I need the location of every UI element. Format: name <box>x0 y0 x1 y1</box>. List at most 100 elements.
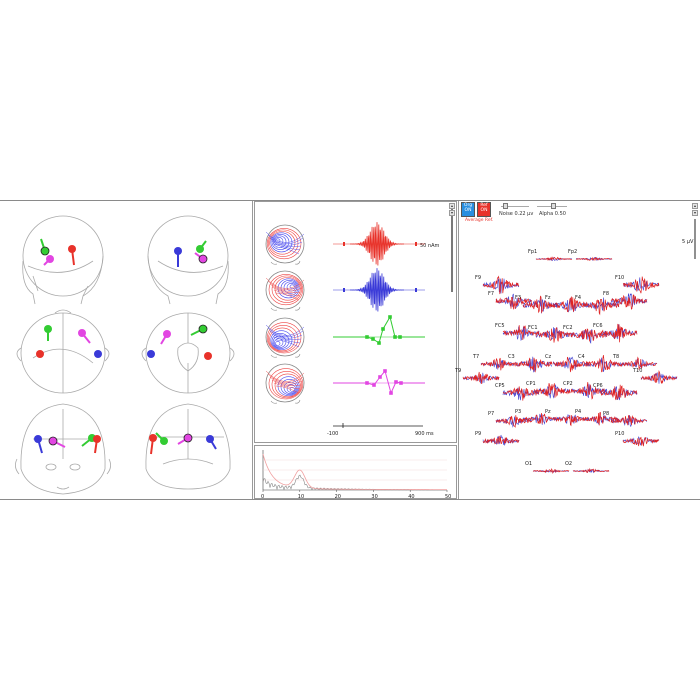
eeg-trace-red[interactable] <box>495 296 533 310</box>
dipole-red[interactable] <box>93 435 101 443</box>
source-waveforms-panel[interactable]: 50 nAm -100 900 ms <box>254 201 457 443</box>
waveform-handle[interactable] <box>398 335 402 339</box>
source-scroll-down-button[interactable]: ▾ <box>449 210 455 216</box>
eeg-trace-red[interactable] <box>522 295 560 314</box>
eeg-trace-blue[interactable] <box>495 293 533 309</box>
eeg-trace-red[interactable] <box>515 357 553 373</box>
eeg-trace-blue[interactable] <box>622 436 660 446</box>
dipole-green[interactable] <box>196 245 204 253</box>
eeg-trace-red[interactable] <box>535 256 573 262</box>
waveform-handle[interactable] <box>365 381 369 385</box>
eeg-trace-red[interactable] <box>620 356 658 371</box>
eeg-trace-blue[interactable] <box>535 326 573 341</box>
source-scroll-up-button[interactable]: ▴ <box>449 203 455 209</box>
eeg-trace-red[interactable] <box>582 299 620 316</box>
eeg-trace-red[interactable] <box>572 467 610 473</box>
eeg-trace-blue[interactable] <box>572 468 610 474</box>
noise-slider[interactable] <box>501 203 529 209</box>
source-map-green[interactable] <box>265 317 305 358</box>
spectrum-plot[interactable]: 0 10 20 30 40 50 <box>255 446 458 500</box>
waveform-handle[interactable] <box>393 335 397 339</box>
eeg-trace-red[interactable] <box>582 411 620 426</box>
dipole-blue[interactable] <box>174 247 182 255</box>
waveform-handle[interactable] <box>378 375 382 379</box>
eeg-trace-red[interactable] <box>600 384 638 401</box>
alpha-slider[interactable] <box>537 203 567 209</box>
dipole-red[interactable] <box>36 350 44 358</box>
eeg-trace-blue[interactable] <box>482 434 520 446</box>
source-waveform-blue[interactable] <box>349 268 405 312</box>
spectrum-panel[interactable]: 0 10 20 30 40 50 <box>254 445 458 500</box>
eeg-trace-red[interactable] <box>502 325 540 341</box>
scroll-up-button[interactable]: ▴ <box>692 203 698 209</box>
eeg-trace-blue[interactable] <box>482 278 520 294</box>
dipole-magenta[interactable] <box>198 254 208 264</box>
dipole-green[interactable] <box>40 246 50 256</box>
waveform-handle[interactable] <box>383 369 387 373</box>
dipole-blue[interactable] <box>147 350 155 358</box>
dipole-magenta[interactable] <box>48 436 58 446</box>
eeg-trace-red[interactable] <box>533 383 571 398</box>
eeg-trace-red[interactable] <box>552 356 590 373</box>
eeg-trace-red[interactable] <box>622 276 660 294</box>
dipole-green[interactable] <box>198 324 208 334</box>
eeg-traces[interactable]: 5 µV Fp1 Fp2 F9 F10 F7 F3 Fz F4 F8 FC5 FC1 FC2 FC6 T7… <box>454 201 700 499</box>
head-views[interactable] <box>0 201 253 499</box>
waveform-handle[interactable] <box>365 335 369 339</box>
source-map-magenta[interactable] <box>265 363 305 404</box>
eeg-trace-red[interactable] <box>532 467 570 475</box>
eeg-trace-blue[interactable] <box>582 297 620 312</box>
eeg-trace-red[interactable] <box>535 326 573 343</box>
dipole-blue[interactable] <box>34 435 42 443</box>
waveform-handle[interactable] <box>394 380 398 384</box>
source-waveform-red[interactable] <box>349 222 405 266</box>
dipole-red[interactable] <box>204 352 212 360</box>
eeg-trace-red[interactable] <box>482 435 520 445</box>
waveform-handle[interactable] <box>377 341 381 345</box>
eeg-trace-red[interactable] <box>552 296 590 313</box>
waveform-handle[interactable] <box>389 391 393 395</box>
source-waveform-green[interactable] <box>333 315 425 344</box>
waveform-handle[interactable] <box>388 315 392 319</box>
eeg-trace-red[interactable] <box>610 294 648 310</box>
eeg-trace-red[interactable] <box>575 256 613 261</box>
dipole-blue[interactable] <box>94 350 102 358</box>
source-waveform-magenta[interactable] <box>333 369 425 395</box>
scroll-down-button[interactable]: ▾ <box>692 210 698 216</box>
eeg-trace-red[interactable] <box>622 436 660 447</box>
dipole-magenta[interactable] <box>78 329 86 337</box>
head-views-panel[interactable] <box>0 201 253 499</box>
eeg-trace-blue[interactable] <box>576 256 613 261</box>
eeg-trace-blue[interactable] <box>600 386 638 401</box>
eeg-topography-panel[interactable]: Org ON Ref ON Average Ref. Noise 0.22 µv… <box>454 201 700 499</box>
eeg-trace-red[interactable] <box>462 371 500 385</box>
waveform-handle[interactable] <box>399 381 403 385</box>
eeg-trace-blue[interactable] <box>533 384 571 399</box>
eeg-trace-red[interactable] <box>610 415 648 426</box>
dipole-red[interactable] <box>149 434 157 442</box>
source-waveforms[interactable]: 50 nAm -100 900 ms <box>255 202 458 444</box>
dipole-magenta[interactable] <box>163 330 171 338</box>
dipole-blue[interactable] <box>206 435 214 443</box>
waveform-handle[interactable] <box>372 383 376 387</box>
eeg-trace-red[interactable] <box>600 323 638 343</box>
org-toggle-button[interactable]: Org ON <box>461 202 475 217</box>
eeg-trace-red[interactable] <box>502 386 540 401</box>
noise-slider-handle[interactable] <box>503 203 508 209</box>
source-map-blue[interactable] <box>265 270 305 311</box>
alpha-slider-handle[interactable] <box>551 203 556 209</box>
eeg-trace-blue[interactable] <box>570 329 608 344</box>
dipole-magenta[interactable] <box>183 433 193 443</box>
dipole-green[interactable] <box>160 437 168 445</box>
waveform-handle[interactable] <box>371 337 375 341</box>
dipole-green[interactable] <box>44 325 52 333</box>
source-map-red[interactable] <box>265 224 305 265</box>
eeg-trace-red[interactable] <box>585 354 623 373</box>
dipole-red[interactable] <box>68 245 76 253</box>
eeg-trace-red[interactable] <box>570 328 608 342</box>
dipole-magenta[interactable] <box>46 255 54 263</box>
waveform-handle[interactable] <box>381 327 385 331</box>
eeg-trace-red[interactable] <box>640 370 678 384</box>
eeg-trace-red[interactable] <box>482 275 520 295</box>
ref-toggle-button[interactable]: Ref ON <box>477 202 491 217</box>
